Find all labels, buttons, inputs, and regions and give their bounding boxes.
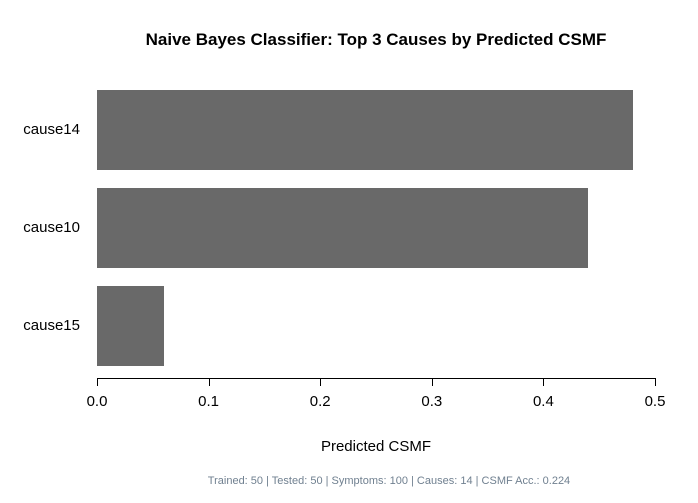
x-axis-tick — [97, 378, 98, 386]
x-axis-tick — [655, 378, 656, 386]
x-axis-tick — [208, 378, 210, 386]
x-axis-tick-label: 0.4 — [532, 393, 554, 410]
x-axis-tick-label: 0.1 — [198, 393, 220, 410]
x-axis-tick — [320, 378, 322, 386]
bar-cause15 — [97, 286, 164, 366]
footer-note: Trained: 50 | Tested: 50 | Symptoms: 100… — [207, 475, 571, 487]
x-axis-tick-label: 0.5 — [644, 393, 666, 410]
chart-title: Naive Bayes Classifier: Top 3 Causes by … — [145, 30, 607, 49]
x-axis-tick-label: 0.2 — [309, 393, 331, 410]
y-category-label-cause14: cause14 — [23, 121, 80, 138]
x-axis-tick — [543, 378, 545, 386]
x-axis-line — [97, 378, 656, 379]
x-axis-title: Predicted CSMF — [320, 438, 432, 455]
y-category-label-cause10: cause10 — [23, 219, 80, 236]
x-axis-tick-label: 0.0 — [86, 393, 108, 410]
x-axis-tick — [431, 378, 433, 386]
bar-cause14 — [97, 90, 633, 170]
x-axis-tick-label: 0.3 — [421, 393, 443, 410]
bar-cause10 — [97, 188, 589, 268]
y-category-label-cause15: cause15 — [23, 317, 80, 334]
